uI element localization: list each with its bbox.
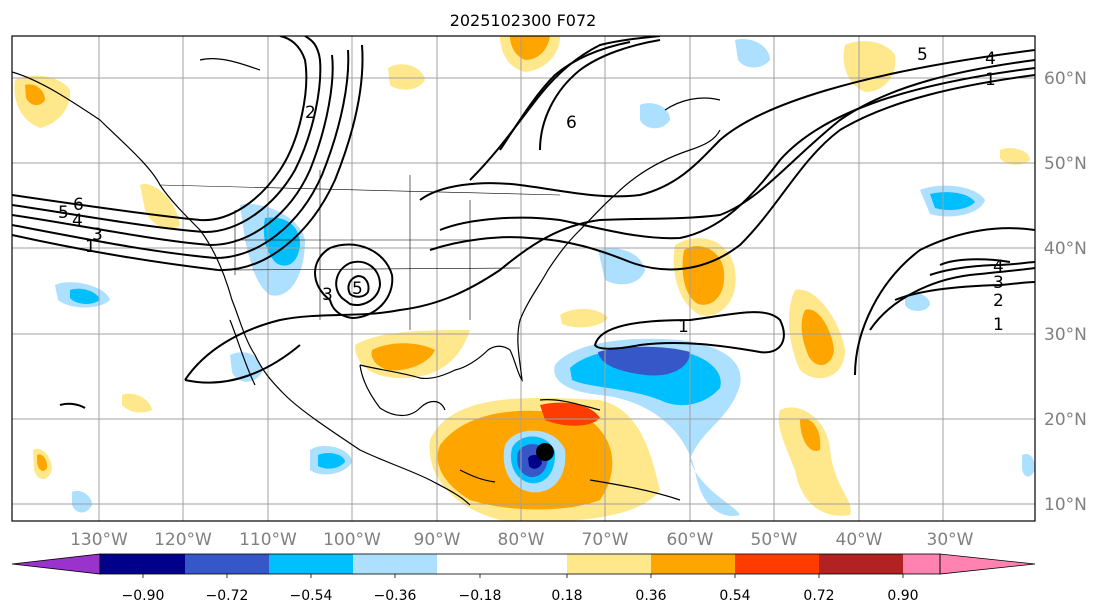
contour-label-1-ne: 1 bbox=[985, 70, 996, 90]
colorbar-tick-label: 0.36 bbox=[635, 588, 666, 604]
state-borders bbox=[159, 170, 561, 330]
map-frame bbox=[11, 35, 1036, 522]
longitude-labels: 130°W 120°W 110°W 100°W 90°W 80°W 70°W 6… bbox=[70, 530, 974, 550]
colorbar-frame bbox=[99, 553, 941, 575]
contour-label-3: 3 bbox=[92, 225, 103, 245]
contour-label-1-east: 1 bbox=[993, 315, 1004, 335]
lon-label-80w: 80°W bbox=[498, 530, 545, 550]
lon-label-50w: 50°W bbox=[751, 530, 798, 550]
lon-label-130w: 130°W bbox=[70, 530, 128, 550]
map-panel: 1 3 4 5 6 2 6 3 5 1 1 2 3 4 1 4 5 bbox=[12, 36, 1035, 521]
contour-label-1: 1 bbox=[85, 237, 96, 257]
colorbar-bin bbox=[185, 554, 269, 574]
lon-label-70w: 70°W bbox=[582, 530, 629, 550]
storm-center-dot bbox=[536, 443, 554, 461]
colorbar-min-arrow bbox=[11, 553, 101, 575]
lon-label-90w: 90°W bbox=[414, 530, 461, 550]
colorbar-bin bbox=[567, 554, 651, 574]
colorbar-bin bbox=[651, 554, 735, 574]
height-contours bbox=[12, 36, 1035, 409]
lat-label-30n: 30°N bbox=[1044, 325, 1087, 345]
contour-label-5-low: 5 bbox=[352, 279, 363, 299]
colorbar-tick-label: −0.18 bbox=[459, 588, 502, 604]
lon-label-60w: 60°W bbox=[667, 530, 714, 550]
lon-label-110w: 110°W bbox=[239, 530, 297, 550]
lat-label-40n: 40°N bbox=[1044, 239, 1087, 259]
contour-label-4: 4 bbox=[72, 211, 83, 231]
contour-label-2-north: 2 bbox=[305, 103, 316, 123]
colorbar-bin bbox=[353, 554, 437, 574]
latitude-labels: 60°N 50°N 40°N 30°N 20°N 10°N bbox=[1044, 69, 1087, 515]
colorbar-bin bbox=[819, 554, 903, 574]
coastlines bbox=[12, 58, 721, 506]
lon-label-40w: 40°W bbox=[836, 530, 883, 550]
colorbar: −0.90 −0.72 −0.54 −0.36 −0.18 0.18 0.36 … bbox=[11, 553, 1036, 604]
colorbar-bin bbox=[269, 554, 353, 574]
lon-label-30w: 30°W bbox=[927, 530, 974, 550]
contour-label-2-east: 2 bbox=[993, 291, 1004, 311]
contour-label-3-east: 3 bbox=[993, 273, 1004, 293]
colorbar-tick-label: 0.18 bbox=[551, 588, 582, 604]
colorbar-bin bbox=[903, 554, 940, 574]
lat-label-60n: 60°N bbox=[1044, 69, 1087, 89]
contour-label-5-ne: 5 bbox=[917, 45, 928, 65]
colorbar-tick-label: 0.72 bbox=[803, 588, 834, 604]
contour-label-3-low: 3 bbox=[322, 285, 333, 305]
lon-label-100w: 100°W bbox=[323, 530, 381, 550]
lat-label-50n: 50°N bbox=[1044, 154, 1087, 174]
colorbar-tick-label: 0.90 bbox=[887, 588, 918, 604]
map-title: 2025102300 F072 bbox=[450, 11, 597, 30]
colorbar-bin bbox=[100, 554, 185, 574]
colorbar-bin bbox=[437, 554, 567, 574]
positive-anomaly-fill bbox=[14, 36, 1030, 521]
colorbar-tick-label: −0.72 bbox=[206, 588, 249, 604]
contour-labels: 1 3 4 5 6 2 6 3 5 1 1 2 3 4 1 4 5 bbox=[58, 45, 1004, 337]
colorbar-tick-label: −0.54 bbox=[290, 588, 333, 604]
colorbar-bin bbox=[735, 554, 819, 574]
contour-label-6: 6 bbox=[73, 195, 84, 215]
colorbar-max-arrow bbox=[939, 553, 1036, 575]
colorbar-tick-label: −0.36 bbox=[374, 588, 417, 604]
colorbar-tick-label: 0.54 bbox=[719, 588, 750, 604]
lat-label-20n: 20°N bbox=[1044, 410, 1087, 430]
gridlines bbox=[12, 36, 1035, 521]
contour-label-6-atlantic: 6 bbox=[566, 113, 577, 133]
lat-label-10n: 10°N bbox=[1044, 495, 1087, 515]
contour-label-4-ne: 4 bbox=[985, 49, 996, 69]
contour-label-1-gulf: 1 bbox=[678, 317, 689, 337]
contour-label-4-east: 4 bbox=[993, 257, 1004, 277]
colorbar-tick-label: −0.90 bbox=[122, 588, 165, 604]
contour-label-5: 5 bbox=[58, 203, 69, 223]
lon-label-120w: 120°W bbox=[154, 530, 212, 550]
